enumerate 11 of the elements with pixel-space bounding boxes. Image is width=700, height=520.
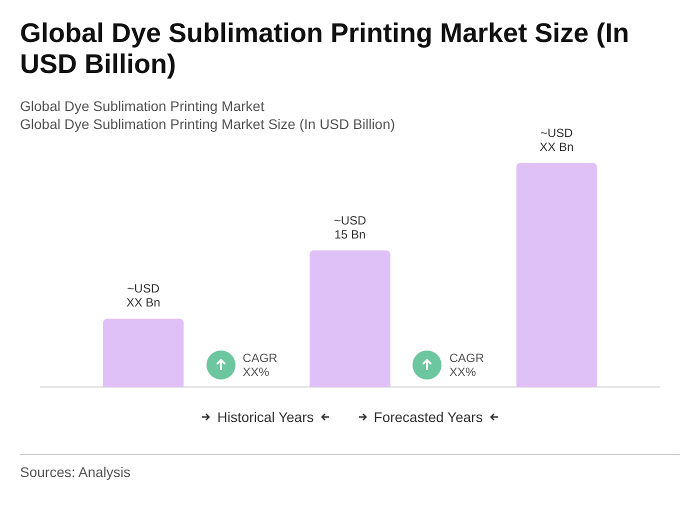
chart-title: Global Dye Sublimation Printing Market Size (In USD Billion)	[20, 18, 630, 80]
annotation: CAGR XX%	[449, 351, 484, 379]
text: Forecasted Years	[374, 409, 483, 425]
data-label: ~USD 15 Bn	[334, 213, 367, 242]
chart-subtitle: Global Dye Sublimation Printing Market	[20, 97, 266, 115]
source-note: Sources: Analysis	[20, 464, 130, 480]
data-label: ~USD XX Bn	[126, 282, 160, 310]
text: Historical Years	[217, 409, 314, 425]
data-label: ~USD XX Bn	[540, 126, 574, 154]
text: Global Dye Sublimation Printing Market Size (In USD Billion)	[20, 115, 396, 133]
annotation: CAGR XX%	[242, 351, 278, 379]
